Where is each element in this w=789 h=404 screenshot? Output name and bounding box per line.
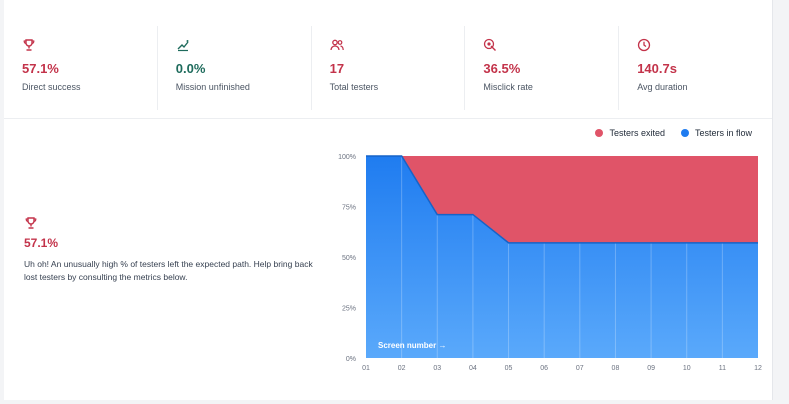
insight-text: Uh oh! An unusually high % of testers le…: [24, 259, 313, 282]
x-tick-label: 09: [647, 365, 655, 372]
chart-legend: Testers exited Testers in flow: [595, 128, 752, 138]
metric-avg-duration: 140.7s Avg duration: [619, 26, 772, 110]
metric-value: 140.7s: [637, 61, 677, 76]
x-tick-label: 04: [469, 365, 477, 372]
x-tick-label: 11: [719, 365, 726, 372]
series-line-testers-in-flow: [366, 155, 758, 244]
series-area-testers-in-flow: [366, 156, 758, 358]
metric-value: 0.0%: [175, 61, 206, 76]
metric-total-testers: 17 Total testers: [312, 26, 466, 110]
metric-value: 17: [329, 61, 345, 76]
x-tick-label: 06: [540, 365, 548, 372]
metric-value: 36.5%: [483, 61, 521, 76]
y-tick-label: 50%: [342, 255, 356, 262]
legend-item-testers-exited[interactable]: Testers exited: [595, 128, 665, 138]
legend-label: Testers exited: [609, 128, 665, 138]
legend-item-testers-in-flow[interactable]: Testers in flow: [680, 128, 752, 138]
series-area-testers-exited: [366, 156, 758, 243]
x-tick-label: 05: [505, 365, 513, 372]
metric-label: Direct success: [22, 82, 81, 92]
x-tick-label: 08: [612, 365, 620, 372]
mission-flag-icon: [177, 40, 189, 52]
y-tick-label: 100%: [338, 154, 356, 161]
metric-label: Total testers: [329, 82, 379, 92]
metrics-card: 57.1% Direct success 0.0% Mission unfini…: [4, 0, 773, 400]
x-tick-label: 03: [433, 365, 441, 372]
x-tick-label: 10: [683, 365, 691, 372]
metric-label: Mission unfinished: [175, 82, 250, 92]
metric-value: 57.1%: [22, 61, 59, 76]
metric-direct-success: 57.1% Direct success: [4, 26, 158, 110]
x-tick-label: 07: [576, 365, 584, 372]
metric-label: Misclick rate: [483, 82, 533, 92]
target-click-icon: [484, 38, 497, 51]
legend-swatch-in-flow: [680, 129, 689, 137]
section-divider: [4, 118, 772, 119]
metric-misclick-rate: 36.5% Misclick rate: [465, 26, 620, 110]
trophy-icon: [23, 39, 35, 51]
metric-mission-unfinished: 0.0% Mission unfinished: [158, 26, 312, 110]
legend-swatch-exited: [595, 129, 604, 137]
clock-icon: [638, 38, 651, 52]
y-tick-label: 75%: [342, 205, 356, 212]
metrics-row: 57.1% Direct success 0.0% Mission unfini…: [4, 26, 772, 110]
y-tick-label: 0%: [346, 356, 356, 363]
insight-value: 57.1%: [24, 236, 59, 250]
x-axis-caption: Screen number →: [378, 341, 446, 350]
metric-label: Avg duration: [637, 82, 688, 92]
insight-panel: 57.1% Uh oh! An unusually high % of test…: [24, 216, 314, 284]
tester-flow-chart: 100% 75% 50% 25% 0% 01 02 03 04 05 06 07 08 09 10 11 12 S…: [338, 154, 762, 372]
x-tick-label: 12: [754, 365, 762, 372]
users-icon: [329, 39, 344, 51]
x-tick-label: 01: [362, 365, 370, 372]
x-tick-label: 02: [398, 365, 406, 372]
legend-label: Testers in flow: [694, 128, 752, 138]
trophy-icon: [25, 217, 37, 229]
y-tick-label: 25%: [342, 306, 356, 313]
